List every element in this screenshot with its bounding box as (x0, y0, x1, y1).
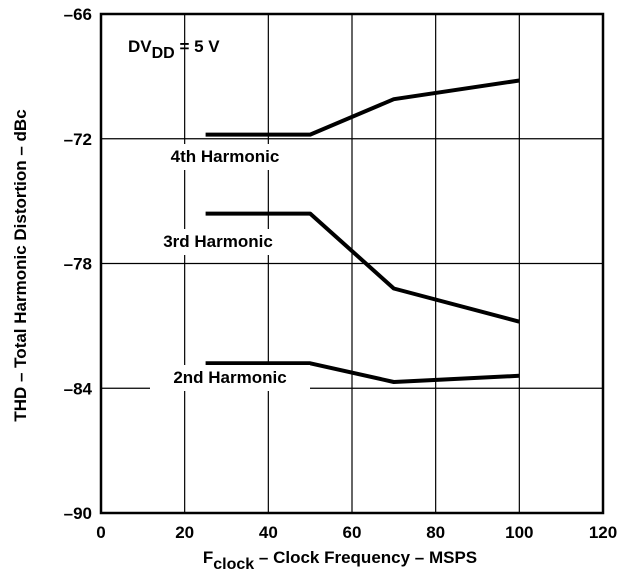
x-axis-title: Fclock – Clock Frequency – MSPS (203, 548, 477, 573)
series-label: 3rd Harmonic (163, 232, 273, 251)
series-label-background (145, 144, 305, 170)
series-label: 2nd Harmonic (173, 368, 286, 387)
series-line-1 (205, 78, 520, 137)
x-tick-label: 120 (589, 523, 617, 542)
y-tick-label: –72 (64, 130, 92, 149)
x-tick-label: 20 (175, 523, 194, 542)
x-tick-label: 0 (96, 523, 105, 542)
x-tick-label: 100 (505, 523, 533, 542)
series-line-2 (205, 211, 520, 324)
series-lines (205, 78, 520, 384)
x-tick-label: 80 (426, 523, 445, 542)
y-axis-title: THD – Total Harmonic Distortion – dBc (11, 109, 30, 421)
series-label-background (150, 365, 310, 391)
series-label: 4th Harmonic (171, 147, 280, 166)
y-tick-label: –84 (64, 379, 93, 398)
x-tick-label: 40 (259, 523, 278, 542)
series-labels: 4th Harmonic 3rd Harmonic 2nd Harmonic (128, 144, 310, 391)
axis-ticks: 0 20 40 60 80 100 120 –90 –84 –78 –72 –66 (64, 5, 618, 542)
series-line-3 (205, 361, 520, 384)
y-tick-label: –90 (64, 504, 92, 523)
plot-frame (99, 12, 605, 515)
grid (101, 14, 603, 513)
supply-voltage-annotation: DVDD = 5 V (128, 37, 220, 62)
y-tick-label: –78 (64, 255, 92, 274)
series-label-background (128, 229, 308, 255)
x-tick-label: 60 (343, 523, 362, 542)
y-tick-label: –66 (64, 5, 92, 24)
